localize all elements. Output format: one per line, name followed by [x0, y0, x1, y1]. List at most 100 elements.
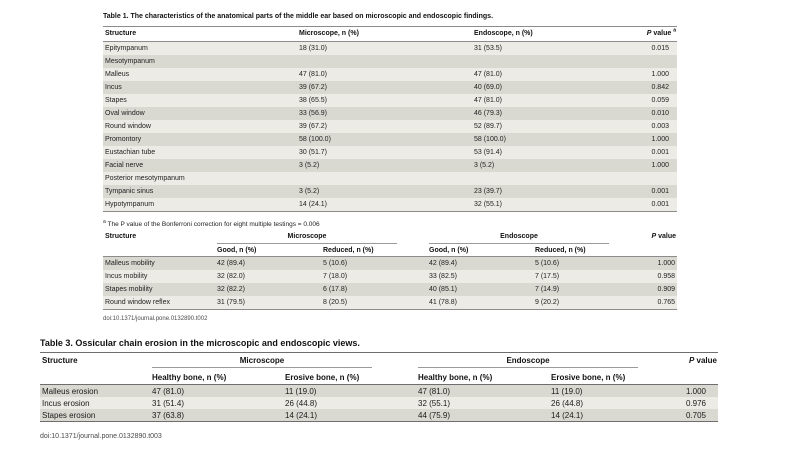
- structure-cell: Oval window: [103, 107, 297, 120]
- pvalue-cell: 0.010: [639, 107, 677, 120]
- table3: Structure Microscope Endoscope P value H…: [40, 352, 718, 422]
- table1-header-pvalue: P value a: [639, 26, 677, 42]
- table3-subheader-erosive-endo: Erosive bone, n (%): [549, 370, 682, 385]
- endoscope-cell: [472, 172, 639, 185]
- microscope-cell: 14 (24.1): [297, 198, 472, 212]
- good-endo-cell: 42 (89.4): [427, 256, 533, 270]
- structure-cell: Stapes: [103, 94, 297, 107]
- structure-cell: Incus mobility: [103, 270, 215, 283]
- good-micro-cell: 42 (89.4): [215, 256, 321, 270]
- table3-section: Table 3. Ossicular chain erosion in the …: [40, 338, 718, 441]
- structure-cell: Eustachian tube: [103, 146, 297, 159]
- table1-header-microscope: Microscope, n (%): [297, 26, 472, 42]
- microscope-cell: 33 (56.9): [297, 107, 472, 120]
- pvalue-cell: 0.705: [682, 409, 718, 422]
- table-section-row: Posterior mesotympanum: [103, 172, 677, 185]
- table1: Structure Microscope, n (%) Endoscope, n…: [103, 26, 677, 212]
- reduced-micro-cell: 6 (17.8): [321, 283, 427, 296]
- endoscope-cell: 40 (69.0): [472, 81, 639, 94]
- endoscope-cell: [472, 55, 639, 68]
- microscope-cell: [297, 55, 472, 68]
- table2-subheader-reduced-endo: Reduced, n (%): [533, 245, 640, 257]
- table3-group-header-row: Structure Microscope Endoscope P value: [40, 352, 718, 385]
- structure-cell: Epitympanum: [103, 41, 297, 55]
- table-row: Round window 39 (67.2) 52 (89.7) 0.003: [103, 120, 677, 133]
- endoscope-cell: 53 (91.4): [472, 146, 639, 159]
- endoscope-cell: 31 (53.5): [472, 41, 639, 55]
- table3-header-pvalue: P value: [682, 352, 718, 385]
- table-row: Malleus erosion 47 (81.0) 11 (19.0) 47 (81.…: [40, 384, 718, 397]
- structure-cell: Incus: [103, 81, 297, 94]
- microscope-cell: 39 (67.2): [297, 81, 472, 94]
- healthy-endo-cell: 32 (55.1): [416, 397, 549, 409]
- pvalue-cell: 1.000: [682, 384, 718, 397]
- table-row: Round window reflex 31 (79.5) 8 (20.5) 41 (…: [103, 296, 678, 310]
- reduced-endo-cell: 9 (20.2): [533, 296, 640, 310]
- structure-cell: Malleus mobility: [103, 256, 215, 270]
- pvalue-cell: 0.958: [639, 270, 678, 283]
- endoscope-cell: 3 (5.2): [472, 159, 639, 172]
- erosive-micro-cell: 11 (19.0): [283, 384, 416, 397]
- table3-group-microscope: Microscope: [150, 353, 416, 371]
- reduced-micro-cell: 7 (18.0): [321, 270, 427, 283]
- healthy-micro-cell: 47 (81.0): [150, 384, 283, 397]
- table3-doi: doi:10.1371/journal.pone.0132890.t003: [40, 433, 162, 440]
- microscope-cell: 18 (31.0): [297, 41, 472, 55]
- structure-cell: Malleus erosion: [40, 384, 150, 397]
- table-row: Incus 39 (67.2) 40 (69.0) 0.842: [103, 81, 677, 94]
- tables-1-2-section: Table 1. The characteristics of the anat…: [103, 13, 678, 323]
- healthy-micro-cell: 31 (51.4): [150, 397, 283, 409]
- table3-subheader-healthy-micro: Healthy bone, n (%): [150, 370, 283, 385]
- pvalue-cell: 0.842: [639, 81, 677, 94]
- table-row: Facial nerve 3 (5.2) 3 (5.2) 1.000: [103, 159, 677, 172]
- good-micro-cell: 32 (82.0): [215, 270, 321, 283]
- microscope-cell: 3 (5.2): [297, 185, 472, 198]
- pvalue-cell: 1.000: [639, 68, 677, 81]
- pvalue-cell: 0.909: [639, 283, 678, 296]
- reduced-endo-cell: 7 (14.9): [533, 283, 640, 296]
- erosive-endo-cell: 14 (24.1): [549, 409, 682, 422]
- structure-cell: Hypotympanum: [103, 198, 297, 212]
- microscope-cell: 58 (100.0): [297, 133, 472, 146]
- footnote-marker: a: [103, 218, 106, 225]
- table-row: Incus mobility 32 (82.0) 7 (18.0) 33 (82.5)…: [103, 270, 678, 283]
- good-endo-cell: 40 (85.1): [427, 283, 533, 296]
- erosive-micro-cell: 14 (24.1): [283, 409, 416, 422]
- table2-subheader-good-endo: Good, n (%): [427, 245, 533, 257]
- table3-group-endoscope: Endoscope: [416, 353, 682, 371]
- pvalue-cell: 0.976: [682, 397, 718, 409]
- table-row: Stapes mobility 32 (82.2) 6 (17.8) 40 (85.1…: [103, 283, 678, 296]
- reduced-endo-cell: 5 (10.6): [533, 256, 640, 270]
- table2: Structure Microscope Endoscope P value G…: [103, 231, 678, 310]
- table3-subheader-row: Healthy bone, n (%) Erosive bone, n (%) …: [40, 370, 718, 385]
- erosive-micro-cell: 26 (44.8): [283, 397, 416, 409]
- good-endo-cell: 33 (82.5): [427, 270, 533, 283]
- structure-cell: Malleus: [103, 68, 297, 81]
- healthy-micro-cell: 37 (63.8): [150, 409, 283, 422]
- microscope-cell: 39 (67.2): [297, 120, 472, 133]
- table3-subheader-erosive-micro: Erosive bone, n (%): [283, 370, 416, 385]
- microscope-cell: 30 (51.7): [297, 146, 472, 159]
- table-row: Malleus mobility 42 (89.4) 5 (10.6) 42 (89.…: [103, 256, 678, 270]
- table1-header-endoscope: Endoscope, n (%): [472, 26, 639, 42]
- table2-group-microscope: Microscope: [215, 231, 427, 245]
- table-row: Stapes erosion 37 (63.8) 14 (24.1) 44 (75.9…: [40, 409, 718, 422]
- microscope-cell: 47 (81.0): [297, 68, 472, 81]
- structure-cell: Posterior mesotympanum: [103, 172, 297, 185]
- pvalue-cell: 0.001: [639, 198, 677, 212]
- erosive-endo-cell: 26 (44.8): [549, 397, 682, 409]
- table-row: Hypotympanum 14 (24.1) 32 (55.1) 0.001: [103, 198, 677, 212]
- reduced-endo-cell: 7 (17.5): [533, 270, 640, 283]
- pvalue-cell: 0.059: [639, 94, 677, 107]
- table-row: Promontory 58 (100.0) 58 (100.0) 1.000: [103, 133, 677, 146]
- healthy-endo-cell: 44 (75.9): [416, 409, 549, 422]
- table2-doi: doi:10.1371/journal.pone.0132890.t002: [103, 316, 208, 322]
- table1-footnote: a The P value of the Bonferroni correcti…: [103, 218, 320, 228]
- table2-header-structure: Structure: [103, 231, 215, 257]
- microscope-cell: [297, 172, 472, 185]
- table-row: Incus erosion 31 (51.4) 26 (44.8) 32 (55.1)…: [40, 397, 718, 409]
- table-row: Eustachian tube 30 (51.7) 53 (91.4) 0.001: [103, 146, 677, 159]
- healthy-endo-cell: 47 (81.0): [416, 384, 549, 397]
- table1-header-structure: Structure: [103, 26, 297, 42]
- structure-cell: Stapes mobility: [103, 283, 215, 296]
